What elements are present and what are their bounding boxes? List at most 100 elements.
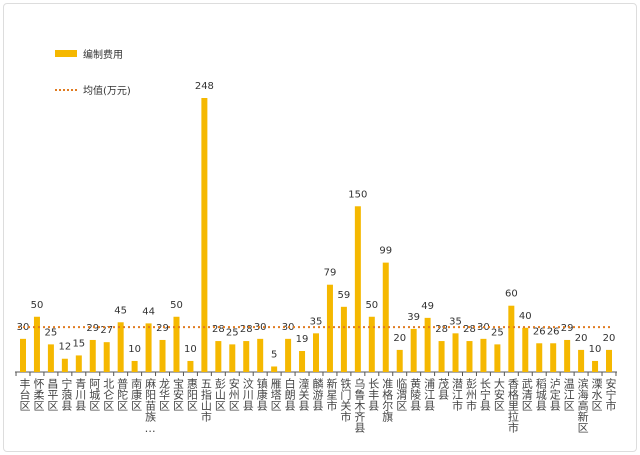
bar (564, 339, 571, 372)
legend-item-average: 均值(万元) (55, 82, 131, 97)
data-label: 30 (254, 322, 267, 333)
data-label: 10 (184, 344, 197, 355)
x-tick-label: 新星市 (324, 378, 338, 411)
bar (438, 341, 445, 372)
x-tick-label: 雁塔区 (269, 378, 283, 411)
x-tick-label: 阿城区 (87, 378, 101, 411)
x-tick-label: 乌鲁木齐县 (352, 378, 366, 433)
data-label: 28 (212, 324, 225, 335)
chart-frame (3, 3, 637, 452)
bar (285, 338, 292, 372)
data-label: 25 (226, 327, 239, 338)
x-tick-label: 铁门关市 (338, 378, 352, 422)
data-label: 248 (195, 81, 214, 92)
bar (494, 344, 501, 372)
data-label: 49 (421, 301, 434, 312)
data-label: 28 (463, 324, 476, 335)
data-label: 25 (45, 327, 58, 338)
x-tick-label: 溧水区 (590, 378, 604, 411)
x-tick-label: 麟游县 (311, 378, 324, 411)
bar (424, 317, 431, 372)
data-label: 50 (31, 300, 44, 311)
data-label: 99 (379, 246, 392, 257)
x-tick-label: 临渭区 (394, 378, 408, 411)
x-tick-label: 镇康县 (255, 378, 269, 411)
x-tick-label: 麻阳苗族… (143, 378, 157, 435)
x-tick-label: 北仑区 (101, 378, 115, 411)
legend-item-bar: 编制费用 (55, 46, 123, 61)
bar (410, 328, 417, 372)
x-tick-label: 潜江市 (450, 378, 464, 411)
bar (229, 344, 236, 372)
bar (33, 316, 40, 372)
bar (592, 360, 599, 372)
data-label: 60 (505, 289, 518, 300)
bar (326, 284, 333, 372)
x-tick-label: 温江区 (562, 378, 576, 411)
x-tick-label: 长丰县 (366, 378, 380, 411)
x-tick-label: 宝安区 (171, 378, 185, 411)
data-label: 26 (533, 326, 546, 337)
bar (103, 342, 110, 372)
data-label: 28 (240, 324, 253, 335)
bar (61, 358, 68, 372)
data-label: 12 (58, 342, 71, 353)
bar (271, 366, 278, 372)
x-tick-label: 安宁市 (604, 378, 617, 411)
bar (452, 333, 459, 372)
x-tick-label: 武清区 (520, 378, 534, 411)
x-tick-label: 长宁县 (478, 378, 492, 411)
x-tick-label: 滨海高新区 (576, 378, 590, 433)
x-tick-label: 稻城县 (534, 378, 548, 411)
data-label: 26 (547, 326, 560, 337)
data-label: 29 (561, 323, 574, 334)
data-label: 10 (128, 344, 141, 355)
x-tick-label: 龙华区 (157, 378, 171, 411)
data-label: 59 (338, 290, 351, 301)
data-label: 29 (156, 323, 169, 334)
bar (159, 339, 166, 372)
bar (578, 349, 585, 372)
x-tick-label: 青川县 (73, 378, 87, 411)
bar (89, 339, 96, 372)
bar (480, 338, 487, 372)
x-tick-label: 潼关县 (297, 378, 311, 411)
bar (313, 333, 319, 372)
data-label: 10 (589, 344, 602, 355)
data-label: 27 (100, 325, 113, 336)
data-label: 15 (72, 338, 85, 349)
x-tick-label: 彭山区 (213, 378, 227, 411)
x-tick-label: 汶川县 (241, 378, 255, 411)
data-label: 50 (170, 300, 183, 311)
x-tick-label: 宁蒗县 (59, 378, 73, 411)
legend-average-label: 均值(万元) (83, 86, 131, 97)
x-tick-label: 昌平区 (45, 378, 59, 411)
x-tick-label: 茂县 (436, 378, 450, 400)
legend-bar-label: 编制费用 (83, 50, 123, 61)
data-label: 35 (310, 316, 323, 327)
x-tick-label: 彭州市 (464, 378, 478, 411)
data-label: 29 (86, 323, 99, 334)
x-tick-label: 白朗县 (283, 378, 297, 411)
x-tick-label: 泸定县 (548, 378, 562, 411)
bar (466, 341, 473, 372)
bar (396, 349, 403, 372)
bar (75, 355, 82, 372)
bar (382, 262, 389, 372)
data-label: 28 (435, 324, 448, 335)
bar (20, 338, 26, 372)
bar (340, 306, 347, 372)
x-tick-label: 香格里拉市 (506, 378, 520, 433)
legend-bar-swatch (55, 50, 77, 57)
x-tick-label: 准格尔旗 (380, 378, 394, 422)
x-tick-label: 五指山市 (199, 378, 213, 422)
x-tick-label: 大安区 (492, 378, 506, 411)
data-label: 40 (519, 311, 532, 322)
legend-average-swatch (55, 88, 77, 91)
data-label: 50 (365, 300, 378, 311)
data-label: 5 (271, 349, 277, 360)
x-tick-label: 浦江县 (422, 378, 436, 411)
data-label: 79 (324, 268, 337, 279)
data-label: 20 (603, 333, 616, 344)
